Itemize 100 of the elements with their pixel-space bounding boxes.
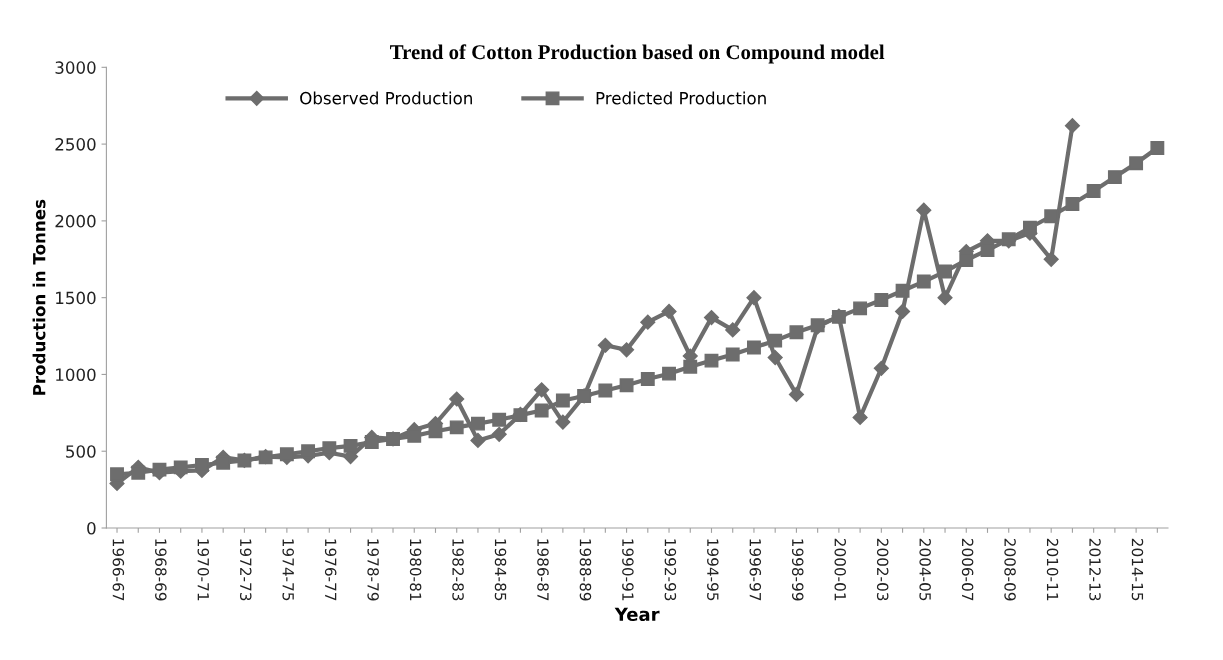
point bbox=[534, 382, 550, 398]
point bbox=[619, 378, 634, 393]
x-tick-label: 1988-89 bbox=[579, 539, 592, 601]
point bbox=[470, 432, 486, 449]
x-tick-label: 1966-67 bbox=[112, 539, 125, 601]
point bbox=[1086, 183, 1101, 198]
point bbox=[810, 318, 825, 333]
point bbox=[767, 349, 783, 366]
point bbox=[343, 438, 358, 453]
point bbox=[428, 424, 443, 439]
point bbox=[131, 465, 146, 480]
legend-label: Observed Production bbox=[300, 91, 472, 105]
point bbox=[662, 366, 676, 381]
point bbox=[449, 420, 464, 435]
point bbox=[598, 383, 613, 398]
x-tick-label: 1980-81 bbox=[409, 539, 422, 601]
x-tick-label: 1968-69 bbox=[155, 539, 167, 601]
point bbox=[895, 283, 910, 298]
x-tick-label: 2010-11 bbox=[1046, 538, 1059, 601]
point bbox=[216, 455, 231, 470]
y-tick-label: 2000 bbox=[55, 214, 96, 228]
point bbox=[746, 290, 762, 306]
point bbox=[407, 428, 422, 443]
point bbox=[640, 314, 656, 330]
point bbox=[768, 333, 783, 348]
x-tick-label: 1976-77 bbox=[324, 539, 337, 601]
point bbox=[874, 293, 889, 307]
point bbox=[301, 444, 316, 459]
x-tick-label: 1994-95 bbox=[707, 539, 719, 601]
x-tick-label: 2012-13 bbox=[1089, 538, 1101, 601]
point bbox=[577, 388, 592, 403]
point bbox=[873, 360, 889, 376]
x-axis-title: Year bbox=[614, 607, 660, 622]
point bbox=[279, 447, 294, 462]
point bbox=[959, 253, 974, 267]
x-tick-label: 1982-83 bbox=[452, 539, 464, 601]
x-tick-label: 1978-79 bbox=[367, 539, 379, 601]
point bbox=[1150, 140, 1165, 155]
point bbox=[1044, 209, 1059, 224]
point bbox=[237, 453, 252, 468]
x-tick-label: 1990-91 bbox=[622, 539, 634, 601]
x-tick-label: 2002-03 bbox=[876, 538, 889, 601]
x-tick-label: 1970-71 bbox=[197, 539, 210, 601]
point bbox=[258, 450, 273, 465]
point bbox=[747, 340, 761, 355]
point bbox=[618, 342, 635, 358]
point bbox=[788, 386, 804, 402]
y-axis-title: Production in Tonnes bbox=[32, 199, 46, 395]
point bbox=[853, 301, 868, 316]
point bbox=[491, 426, 507, 442]
y-tick-label: 2500 bbox=[55, 138, 96, 151]
y-tick-label: 500 bbox=[66, 445, 96, 458]
point bbox=[492, 412, 507, 427]
point bbox=[725, 347, 740, 362]
point bbox=[704, 353, 719, 368]
point bbox=[1064, 118, 1080, 134]
y-tick-label: 1000 bbox=[56, 368, 96, 382]
x-tick-label: 2004-05 bbox=[919, 538, 931, 601]
x-tick-label: 2008-09 bbox=[1004, 538, 1016, 601]
point bbox=[895, 303, 911, 320]
point bbox=[1043, 251, 1059, 267]
point bbox=[152, 462, 167, 477]
point bbox=[661, 303, 677, 320]
point bbox=[194, 458, 209, 472]
x-tick-label: 2006-07 bbox=[961, 538, 974, 601]
y-tick-label: 1500 bbox=[56, 291, 96, 305]
point bbox=[640, 372, 655, 386]
point bbox=[364, 435, 379, 449]
point bbox=[449, 391, 465, 407]
point bbox=[980, 243, 995, 258]
x-tick-label: 1972-73 bbox=[239, 539, 252, 601]
point bbox=[725, 322, 741, 338]
point bbox=[386, 431, 400, 446]
point bbox=[852, 409, 868, 426]
point bbox=[1107, 170, 1122, 185]
point bbox=[534, 403, 549, 418]
point bbox=[789, 325, 804, 340]
point bbox=[1065, 197, 1080, 211]
point bbox=[937, 290, 953, 306]
x-tick-label: 1992-93 bbox=[664, 539, 677, 601]
point bbox=[916, 274, 931, 289]
point bbox=[703, 310, 720, 326]
point bbox=[555, 414, 571, 430]
point bbox=[1023, 220, 1037, 235]
x-tick-label: 1998-99 bbox=[791, 539, 804, 601]
point bbox=[597, 337, 613, 353]
chart-title: Trend of Cotton Production based on Compound model bbox=[390, 44, 885, 64]
x-tick-label: 1984-85 bbox=[494, 539, 507, 601]
x-tick-label: 1974-75 bbox=[282, 539, 294, 601]
x-tick-label: 1986-87 bbox=[537, 539, 549, 601]
point bbox=[1129, 156, 1144, 171]
point bbox=[173, 460, 188, 475]
point bbox=[513, 408, 528, 423]
y-tick-label: 3000 bbox=[55, 61, 96, 74]
point bbox=[831, 309, 846, 324]
point bbox=[683, 359, 698, 374]
x-tick-label: 2014-15 bbox=[1131, 538, 1144, 601]
point bbox=[471, 416, 485, 431]
y-tick-label: 0 bbox=[87, 521, 96, 535]
legend-label: Predicted Production bbox=[596, 91, 766, 105]
